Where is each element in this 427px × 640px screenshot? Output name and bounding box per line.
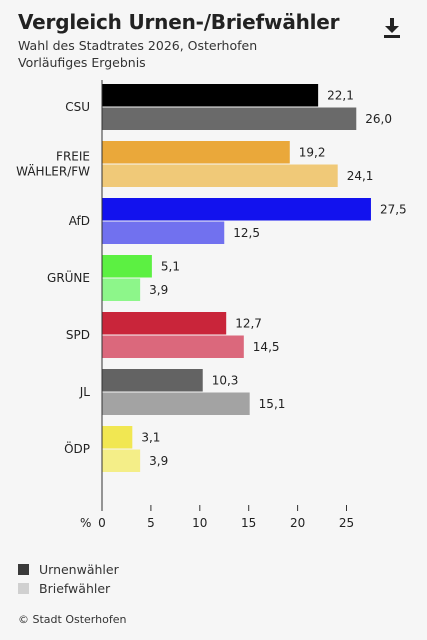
- bar-briefwaehler: [102, 221, 225, 244]
- bar-urnenwaehler: [102, 426, 133, 449]
- download-button[interactable]: [381, 16, 403, 40]
- x-tick-label: 0: [98, 516, 106, 530]
- bar-urnenwaehler: [102, 255, 152, 278]
- bar-urnenwaehler: [102, 198, 371, 221]
- data-label: 19,2: [299, 145, 326, 159]
- bar-briefwaehler: [102, 335, 244, 358]
- legend-item-briefwaehler[interactable]: Briefwähler: [18, 579, 119, 598]
- data-label: 24,1: [347, 169, 374, 183]
- bar-briefwaehler: [102, 278, 141, 301]
- bar-urnenwaehler: [102, 84, 319, 107]
- data-label: 10,3: [212, 373, 239, 387]
- data-label: 5,1: [161, 259, 180, 273]
- bar-briefwaehler: [102, 392, 250, 415]
- x-tick-label: 15: [241, 516, 256, 530]
- category-label: SPD: [66, 328, 90, 342]
- bar-urnenwaehler: [102, 312, 227, 335]
- bar-urnenwaehler: [102, 141, 290, 164]
- chart-title: Vergleich Urnen-/Briefwähler: [18, 10, 340, 34]
- category-label: GRÜNE: [47, 269, 90, 285]
- bar-briefwaehler: [102, 164, 338, 187]
- category-label: JL: [79, 385, 91, 399]
- chart-subtitle: Wahl des Stadtrates 2026, Osterhofen Vor…: [18, 37, 257, 71]
- x-tick-label: 25: [339, 516, 354, 530]
- subtitle-line-1: Wahl des Stadtrates 2026, Osterhofen: [18, 38, 258, 53]
- data-label: 14,5: [253, 340, 280, 354]
- data-label: 27,5: [380, 202, 407, 216]
- data-label: 12,5: [233, 226, 260, 240]
- legend-label-urnenwaehler: Urnenwähler: [39, 562, 119, 577]
- subtitle-line-2: Vorläufiges Ergebnis: [18, 55, 146, 70]
- data-label: 3,9: [149, 454, 168, 468]
- x-tick-label: 10: [192, 516, 207, 530]
- x-tick-label: 5: [147, 516, 155, 530]
- legend-swatch-briefwaehler: [18, 583, 29, 594]
- legend-swatch-urnenwaehler: [18, 564, 29, 575]
- x-unit-label: %: [80, 516, 91, 530]
- data-label: 3,9: [149, 283, 168, 297]
- bar-briefwaehler: [102, 449, 141, 472]
- data-label: 26,0: [365, 112, 392, 126]
- category-label: CSU: [65, 100, 90, 114]
- data-label: 22,1: [327, 88, 354, 102]
- category-label: WÄHLER/FW: [16, 164, 90, 179]
- x-tick-label: 20: [290, 516, 305, 530]
- download-icon: [384, 18, 400, 38]
- legend-item-urnenwaehler[interactable]: Urnenwähler: [18, 560, 119, 579]
- category-label: ÖDP: [64, 440, 90, 456]
- chart-legend: Urnenwähler Briefwähler: [18, 560, 119, 598]
- source-credit: © Stadt Osterhofen: [18, 613, 127, 626]
- data-label: 3,1: [141, 430, 160, 444]
- bar-urnenwaehler: [102, 369, 203, 392]
- bar-briefwaehler: [102, 107, 357, 130]
- category-label: FREIE: [56, 150, 90, 164]
- data-label: 12,7: [235, 316, 262, 330]
- legend-label-briefwaehler: Briefwähler: [39, 581, 111, 596]
- data-label: 15,1: [259, 397, 286, 411]
- category-label: AfD: [69, 214, 90, 228]
